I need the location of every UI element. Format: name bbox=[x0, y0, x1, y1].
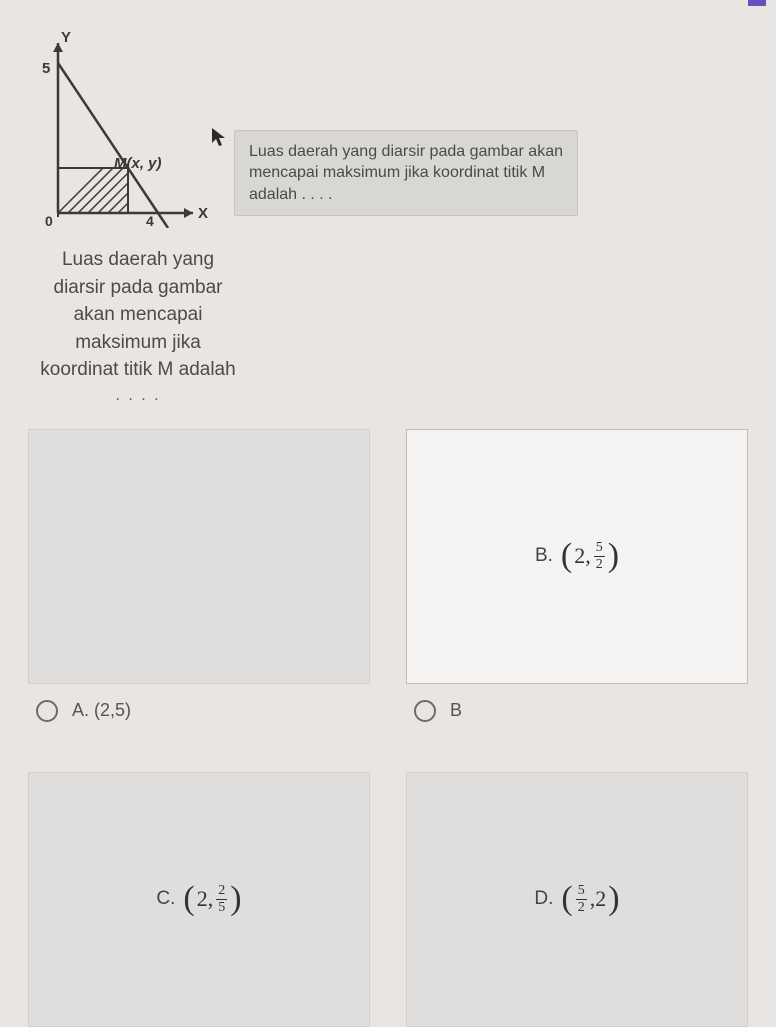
question-header: Y 5 0 4 X M(x, y) Luas daerah yang diars… bbox=[18, 28, 758, 228]
triangle-diagram: Y 5 0 4 X M(x, y) bbox=[18, 28, 208, 228]
option-a-row[interactable]: A. (2,5) bbox=[28, 700, 370, 722]
tooltip-line: mencapai maksimum jika koordinat titik M bbox=[249, 162, 563, 184]
option-a: A. (2,5) bbox=[28, 429, 370, 722]
option-d-image: D. ( 5 2 ,2 ) bbox=[406, 772, 748, 1027]
svg-text:5: 5 bbox=[42, 60, 50, 77]
radio-b[interactable] bbox=[414, 700, 436, 722]
svg-text:M(x, y): M(x, y) bbox=[114, 155, 162, 172]
option-a-image bbox=[28, 429, 370, 684]
option-c-image: C. ( 2, 2 5 ) bbox=[28, 772, 370, 1027]
tooltip-line: Luas daerah yang diarsir pada gambar aka… bbox=[249, 141, 563, 163]
option-d-math: D. ( 5 2 ,2 ) bbox=[534, 882, 619, 916]
svg-text:X: X bbox=[198, 205, 208, 222]
svg-text:0: 0 bbox=[45, 213, 53, 228]
option-a-label: A. (2,5) bbox=[72, 700, 131, 721]
svg-text:4: 4 bbox=[146, 213, 154, 228]
option-b-math: B. ( 2, 5 2 ) bbox=[535, 539, 619, 573]
question-text: Luas daerah yang diarsir pada gambar aka… bbox=[18, 246, 258, 407]
option-b-image: B. ( 2, 5 2 ) bbox=[406, 429, 748, 684]
option-c-math: C. ( 2, 2 5 ) bbox=[156, 882, 241, 916]
option-c: C. ( 2, 2 5 ) bbox=[28, 772, 370, 1027]
tooltip-line: adalah . . . . bbox=[249, 184, 563, 206]
accent-marker bbox=[748, 0, 766, 6]
radio-a[interactable] bbox=[36, 700, 58, 722]
y-axis-label: Y bbox=[61, 29, 71, 46]
option-b-row[interactable]: B bbox=[406, 700, 748, 722]
option-b: B. ( 2, 5 2 ) B bbox=[406, 429, 748, 722]
option-b-label: B bbox=[450, 700, 462, 721]
cursor-icon bbox=[210, 126, 228, 148]
options-grid: A. (2,5) B. ( 2, 5 2 ) B bbox=[18, 429, 758, 1027]
question-tooltip: Luas daerah yang diarsir pada gambar aka… bbox=[234, 130, 578, 217]
option-d: D. ( 5 2 ,2 ) bbox=[406, 772, 748, 1027]
